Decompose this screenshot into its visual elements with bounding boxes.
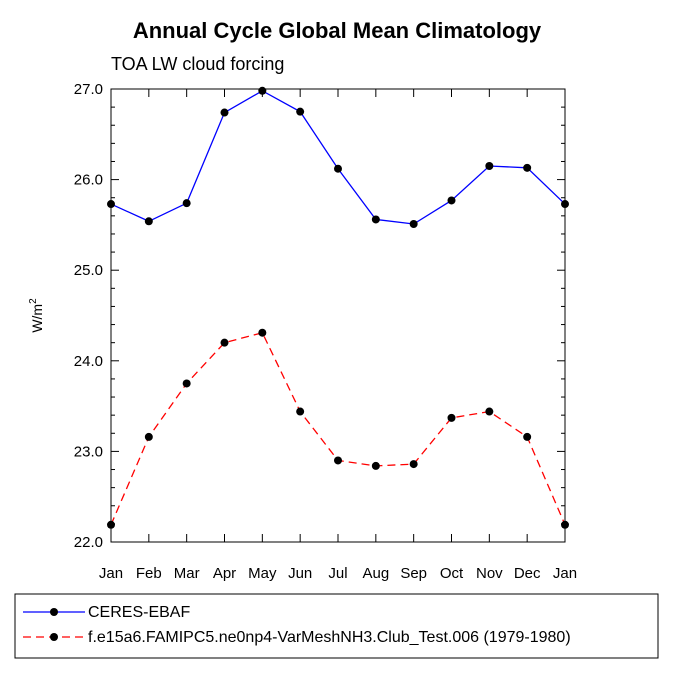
data-point xyxy=(561,520,569,529)
x-tick-label: Apr xyxy=(213,565,236,582)
y-axis-label: W/m2 xyxy=(28,298,45,333)
legend-label-0: CERES-EBAF xyxy=(88,604,190,621)
x-tick-label: Feb xyxy=(136,565,162,582)
series-layer xyxy=(107,86,569,529)
data-point xyxy=(258,328,267,337)
x-tick-label: Jan xyxy=(553,565,577,582)
x-tick-label: Oct xyxy=(440,565,464,582)
y-tick-label: 27.0 xyxy=(74,81,103,98)
data-point xyxy=(182,379,191,388)
chart-subtitle: TOA LW cloud forcing xyxy=(111,54,284,74)
data-point xyxy=(447,196,456,205)
data-point xyxy=(371,461,380,470)
data-point xyxy=(334,164,342,173)
y-tick-labels: 22.0 23.0 24.0 25.0 26.0 27.0 xyxy=(74,81,103,551)
x-tick-label: Jul xyxy=(328,565,347,582)
legend-marker-0 xyxy=(50,608,58,616)
x-tick-label: Mar xyxy=(174,565,200,582)
legend-label-1: f.e15a6.FAMIPC5.ne0np4-VarMeshNH3.Club_T… xyxy=(88,629,571,646)
chart-title: Annual Cycle Global Mean Climatology xyxy=(133,18,542,43)
data-point xyxy=(107,200,115,209)
x-tick-label: May xyxy=(248,565,277,582)
y-axis-label-superscript: 2 xyxy=(28,298,39,304)
legend-box xyxy=(14,593,659,659)
x-tick-labels: Jan Feb Mar Apr May Jun Jul Aug Sep Oct Nov Dec Jan xyxy=(99,565,577,582)
x-tick-label: Sep xyxy=(400,565,427,582)
data-point xyxy=(220,108,229,117)
data-point xyxy=(296,107,305,116)
x-tick-label: Nov xyxy=(476,565,503,582)
data-point xyxy=(409,460,418,469)
data-point xyxy=(107,520,115,529)
data-point xyxy=(371,215,380,224)
x-tick-label: Jan xyxy=(99,565,123,582)
legend-marker-1 xyxy=(50,633,58,641)
y-axis-label-text: W/m xyxy=(29,304,45,333)
data-point xyxy=(182,199,191,208)
y-tick-label: 26.0 xyxy=(74,172,103,189)
plot-area xyxy=(110,88,566,543)
x-tick-label: Aug xyxy=(362,565,389,582)
y-tick-label: 24.0 xyxy=(74,353,103,370)
data-point xyxy=(296,407,305,416)
data-point xyxy=(409,219,418,228)
data-point xyxy=(144,217,153,226)
data-point xyxy=(561,200,569,209)
y-tick-label: 25.0 xyxy=(74,262,103,279)
series-line-0 xyxy=(110,90,566,225)
x-tick-label: Jun xyxy=(288,565,312,582)
data-point xyxy=(447,413,456,422)
data-point xyxy=(220,338,229,347)
data-point xyxy=(485,162,494,171)
data-point xyxy=(523,163,532,172)
y-tick-label: 22.0 xyxy=(74,534,103,551)
axis-ticks xyxy=(110,88,566,543)
x-tick-label: Dec xyxy=(514,565,541,582)
data-point xyxy=(523,432,532,441)
data-point xyxy=(258,86,267,95)
series-line-1 xyxy=(110,331,566,526)
data-point xyxy=(144,432,153,441)
data-point xyxy=(334,456,342,465)
legend: CERES-EBAF f.e15a6.FAMIPC5.ne0np4-VarMesh… xyxy=(23,604,571,646)
y-tick-label: 23.0 xyxy=(74,443,103,460)
data-point xyxy=(485,407,494,416)
